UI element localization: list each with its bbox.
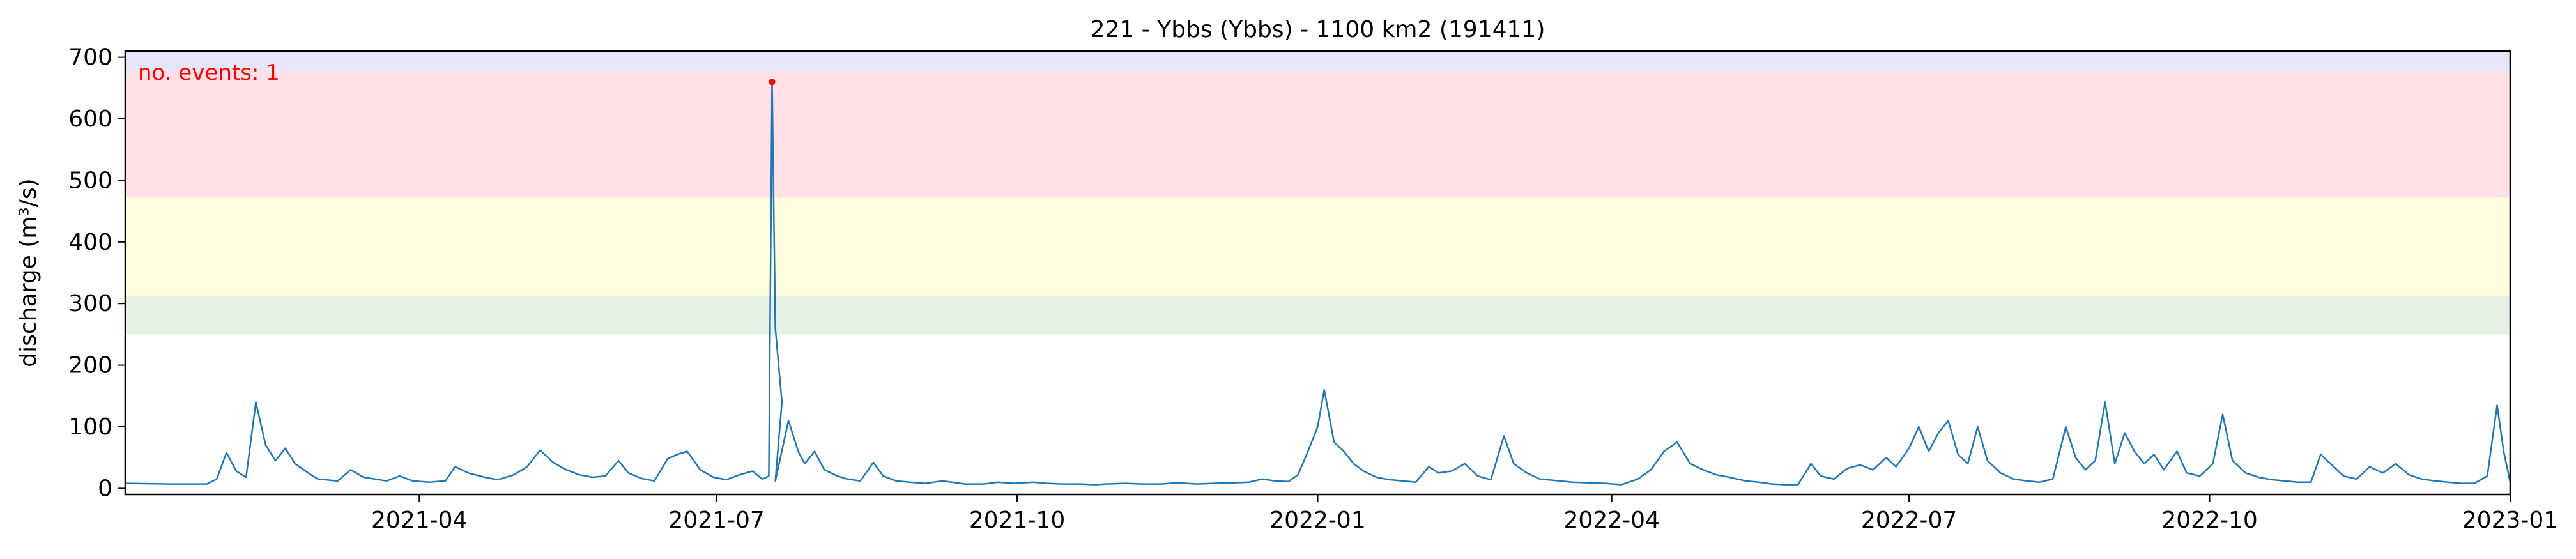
event-marker xyxy=(769,79,776,86)
x-tick-label: 2022-01 xyxy=(1269,507,1365,533)
y-tick-label: 0 xyxy=(98,475,112,502)
y-tick-label: 100 xyxy=(68,414,112,440)
y-tick-label: 400 xyxy=(68,229,112,256)
x-tick-label: 2021-07 xyxy=(668,507,764,533)
chart-title: 221 - Ybbs (Ybbs) - 1100 km2 (191411) xyxy=(1091,17,1545,43)
threshold-band xyxy=(125,295,2510,335)
x-tick-label: 2021-10 xyxy=(969,507,1065,533)
y-axis: 0 100 200 300 400 500 600 700 xyxy=(68,45,125,502)
x-tick-label: 2022-10 xyxy=(2161,507,2257,533)
x-tick-label: 2021-04 xyxy=(371,507,467,533)
threshold-bands xyxy=(125,51,2510,335)
y-tick-label: 700 xyxy=(68,45,112,71)
y-tick-label: 300 xyxy=(68,291,112,317)
y-tick-label: 200 xyxy=(68,353,112,379)
x-axis: 2021-04 2021-07 2021-10 2022-01 2022-04 2022-… xyxy=(371,494,2558,533)
threshold-band xyxy=(125,70,2510,198)
x-tick-label: 2022-07 xyxy=(1861,507,1957,533)
x-tick-label: 2022-04 xyxy=(1564,507,1660,533)
threshold-band xyxy=(125,51,2510,71)
y-tick-label: 500 xyxy=(68,167,112,194)
y-tick-label: 600 xyxy=(68,106,112,132)
event-markers xyxy=(769,79,776,86)
series-group xyxy=(125,80,2511,486)
x-tick-label: 2023-01 xyxy=(2462,507,2558,533)
threshold-band xyxy=(125,197,2510,296)
events-annotation: no. events: 1 xyxy=(138,60,280,86)
y-axis-label: discharge (m³/s) xyxy=(15,178,42,367)
discharge-line xyxy=(125,80,2511,486)
